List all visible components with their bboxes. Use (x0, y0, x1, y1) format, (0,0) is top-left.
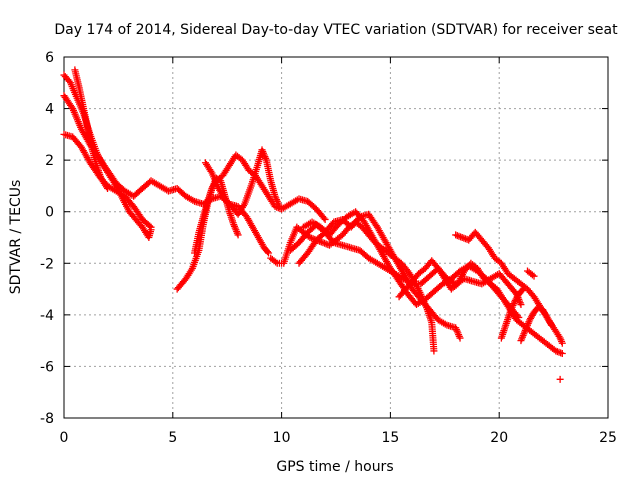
x-tick-label: 5 (168, 430, 177, 446)
data-point (147, 223, 155, 231)
data-point (265, 249, 273, 257)
data-point (528, 271, 536, 279)
data-point (558, 339, 566, 347)
data-point (320, 214, 328, 222)
series-track-15 (517, 303, 555, 345)
chart-title: Day 174 of 2014, Sidereal Day-to-day VTE… (54, 22, 618, 38)
data-point (234, 231, 242, 239)
y-axis-label: SDTVAR / TECUs (8, 180, 24, 295)
x-axis-label: GPS time / hours (276, 459, 393, 475)
grid (64, 57, 608, 418)
y-tick-label: 0 (45, 205, 54, 221)
data-point (530, 272, 538, 280)
series-track-4 (71, 66, 112, 193)
y-tick-label: -2 (40, 256, 54, 272)
data-point (263, 248, 271, 256)
y-tick-label: 2 (45, 153, 54, 169)
data-point (518, 286, 526, 294)
data-point (558, 350, 566, 358)
data-point (146, 222, 154, 230)
series-track-7 (201, 146, 283, 218)
data-point (104, 185, 112, 193)
series-track-12 (395, 257, 566, 358)
data-point (517, 301, 525, 309)
plot-frame (63, 56, 609, 419)
data-point (556, 375, 564, 383)
data-point (275, 203, 283, 211)
data-point (272, 258, 280, 266)
data-point (547, 321, 555, 329)
x-tick-label: 0 (60, 430, 69, 446)
x-tick-label: 20 (490, 430, 508, 446)
y-tick-label: 6 (45, 50, 54, 66)
data-point (456, 334, 464, 342)
data-point (321, 215, 329, 223)
y-tick-label: -8 (40, 411, 54, 427)
y-tick-label: 4 (45, 102, 54, 118)
data-point (547, 320, 555, 328)
x-tick-label: 15 (381, 430, 399, 446)
series-track-14 (497, 285, 527, 342)
data-points (60, 66, 566, 383)
y-tick-label: -4 (40, 308, 54, 324)
series-track-16 (523, 267, 538, 280)
data-point (519, 285, 527, 293)
x-tick-label: 10 (273, 430, 291, 446)
x-tick-label: 25 (599, 430, 617, 446)
data-point (430, 347, 438, 355)
y-tick-label: -6 (40, 359, 54, 375)
axis-ticks: 0 5 10 15 20 25 -8 -6 -4 -2 0 2 4 6 (40, 50, 617, 446)
series-outlier (556, 375, 564, 383)
